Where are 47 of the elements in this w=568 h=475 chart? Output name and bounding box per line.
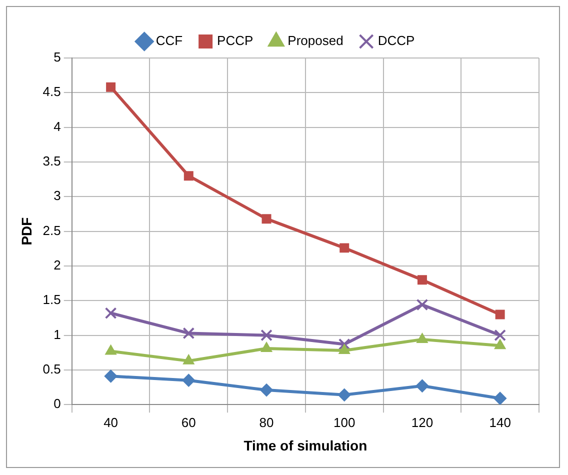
point bbox=[260, 384, 274, 397]
y-tick-label: 4.5 bbox=[42, 84, 61, 100]
x-tick-label: 140 bbox=[489, 414, 511, 430]
y-tick-label: 5 bbox=[54, 50, 61, 65]
x-tick-label: 80 bbox=[259, 414, 274, 430]
point bbox=[416, 379, 429, 392]
point bbox=[338, 344, 350, 354]
point bbox=[416, 332, 428, 343]
point bbox=[340, 243, 350, 253]
y-tick-label: 0.5 bbox=[42, 362, 61, 377]
point bbox=[105, 344, 116, 355]
point bbox=[182, 374, 196, 387]
x-tick-label: 100 bbox=[334, 414, 356, 430]
point bbox=[417, 275, 427, 285]
point bbox=[184, 171, 194, 181]
legend-label: CCF bbox=[156, 33, 183, 48]
y-tick-label: 2 bbox=[54, 258, 61, 273]
point bbox=[260, 342, 272, 352]
legend-label: Proposed bbox=[288, 33, 344, 48]
point bbox=[262, 214, 272, 224]
x-tick-label: 40 bbox=[104, 414, 118, 430]
point bbox=[495, 310, 505, 320]
y-axis-title: PDF bbox=[18, 216, 34, 246]
y-tick-label: 0 bbox=[54, 396, 61, 412]
x-tick-label: 120 bbox=[411, 414, 434, 430]
point bbox=[106, 82, 116, 92]
point bbox=[182, 327, 195, 340]
y-tick-label: 3.5 bbox=[42, 154, 61, 169]
point bbox=[260, 329, 272, 342]
point bbox=[338, 338, 350, 350]
y-tick-label: 1 bbox=[54, 326, 61, 342]
point bbox=[416, 298, 428, 311]
x-axis-title: Time of simulation bbox=[244, 437, 368, 454]
point bbox=[494, 392, 507, 405]
point bbox=[104, 307, 117, 320]
y-tick-label: 4 bbox=[54, 118, 61, 134]
point bbox=[182, 354, 194, 364]
y-tick-label: 2.5 bbox=[42, 222, 61, 238]
point bbox=[338, 388, 351, 402]
legend-label: PCCP bbox=[217, 33, 254, 48]
y-tick-label: 1.5 bbox=[42, 292, 61, 308]
x-tick-label: 60 bbox=[181, 414, 196, 430]
point bbox=[494, 329, 506, 342]
point bbox=[494, 339, 506, 350]
legend-label: DCCP bbox=[378, 33, 415, 48]
y-tick-label: 3 bbox=[54, 188, 61, 204]
point bbox=[104, 370, 118, 383]
